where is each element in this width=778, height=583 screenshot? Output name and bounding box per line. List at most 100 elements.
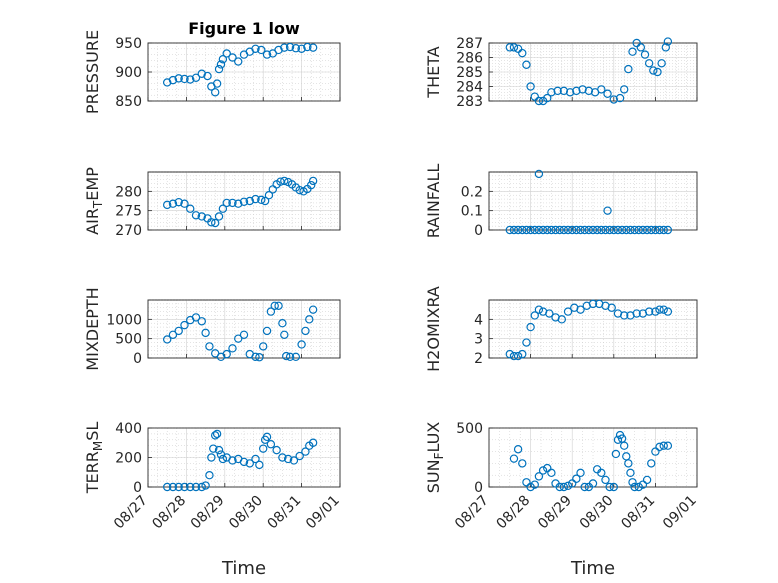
data-point (559, 482, 569, 492)
data-point (526, 82, 535, 91)
data-point (634, 482, 643, 492)
data-point (655, 442, 664, 452)
data-point (162, 200, 172, 210)
data-point (534, 305, 544, 314)
data-point (624, 64, 633, 74)
data-point (270, 301, 279, 310)
data-point (297, 340, 306, 349)
y-axis-label-h2omixra: H2OMIXRA (424, 286, 443, 372)
axes-air-temp: 270 275 280 AIRTEMP (83, 167, 341, 239)
data-point (162, 78, 172, 87)
data-point (526, 482, 535, 492)
data-point (274, 45, 283, 55)
data-point (580, 482, 589, 492)
y-axis-label-mixdepth: MIXDEPTH (83, 287, 102, 370)
data-point (617, 225, 627, 235)
data-point (251, 454, 260, 464)
data-point (526, 225, 535, 235)
data-point (568, 225, 577, 235)
data-point (251, 352, 260, 362)
data-point (522, 478, 531, 487)
data-point (257, 195, 266, 205)
data-point (197, 482, 206, 492)
y-tick-label: 2 (474, 351, 483, 367)
data-point (251, 194, 260, 204)
y-tick-label: 1000 (106, 312, 142, 328)
data-point (659, 441, 668, 450)
data-point (630, 225, 639, 235)
y-tick-label: 270 (115, 223, 142, 239)
data-point (597, 225, 606, 235)
data-point (174, 326, 183, 336)
data-point (584, 86, 594, 96)
data-point (245, 459, 254, 468)
data-point (280, 176, 289, 186)
data-point (513, 351, 523, 361)
y-tick-label: 284 (456, 80, 483, 96)
data-point (642, 225, 652, 235)
data-point (534, 169, 544, 179)
data-point (609, 95, 619, 104)
data-point (186, 482, 195, 492)
series-mixdepth (162, 301, 318, 362)
data-point (228, 53, 237, 62)
data-point (212, 429, 222, 439)
y-tick-label: 900 (115, 65, 142, 81)
data-point (636, 43, 646, 52)
data-point (180, 74, 189, 84)
data-point (518, 459, 527, 468)
data-point (234, 199, 243, 208)
data-point (628, 478, 637, 487)
data-point (509, 454, 519, 463)
data-point (262, 432, 272, 442)
y-tick-label: 500 (115, 332, 142, 348)
x-axis-label: Time (221, 558, 266, 579)
data-point (605, 482, 614, 492)
data-point (605, 225, 614, 235)
axes-sun-flux-background (488, 427, 698, 488)
data-point (513, 225, 523, 235)
data-point (522, 60, 531, 69)
data-point (557, 315, 567, 324)
data-point (218, 204, 228, 213)
data-point (266, 307, 276, 316)
data-point (547, 88, 556, 97)
data-point (638, 480, 648, 489)
y-axis-label-pressure: PRESSURE (83, 30, 102, 114)
y-tick-label: 200 (115, 451, 142, 467)
y-tick-label: 950 (115, 36, 142, 52)
data-point (210, 218, 220, 228)
data-point (530, 92, 539, 101)
data-point (663, 37, 673, 46)
data-point (239, 330, 249, 339)
data-point (613, 435, 623, 444)
data-point (509, 225, 519, 235)
data-point (657, 59, 666, 68)
data-point (659, 305, 668, 314)
data-point (555, 482, 564, 492)
y-axis-label-theta: THETA (424, 46, 443, 98)
series-pressure (162, 42, 318, 97)
data-point (555, 225, 564, 235)
data-point (285, 352, 295, 362)
data-point (576, 305, 585, 314)
series-air-temp (162, 176, 318, 228)
data-point (513, 445, 523, 454)
data-point (264, 190, 274, 200)
y-tick-label: 275 (115, 204, 142, 220)
data-point (301, 326, 310, 336)
y-tick-label: 285 (456, 65, 483, 81)
y-tick-label: 500 (456, 421, 483, 437)
data-point (628, 47, 637, 56)
y-axis-label-air-temp: AIRTEMP (83, 167, 105, 235)
data-point (228, 456, 237, 465)
data-point (203, 71, 212, 81)
data-point (588, 225, 598, 235)
data-point (266, 440, 276, 449)
axes-rainfall: 0 0.1 0.2 RAINFALL (424, 164, 698, 239)
axes-pressure: 850 900 950 PRESSURE (83, 30, 341, 114)
data-point (626, 468, 635, 478)
